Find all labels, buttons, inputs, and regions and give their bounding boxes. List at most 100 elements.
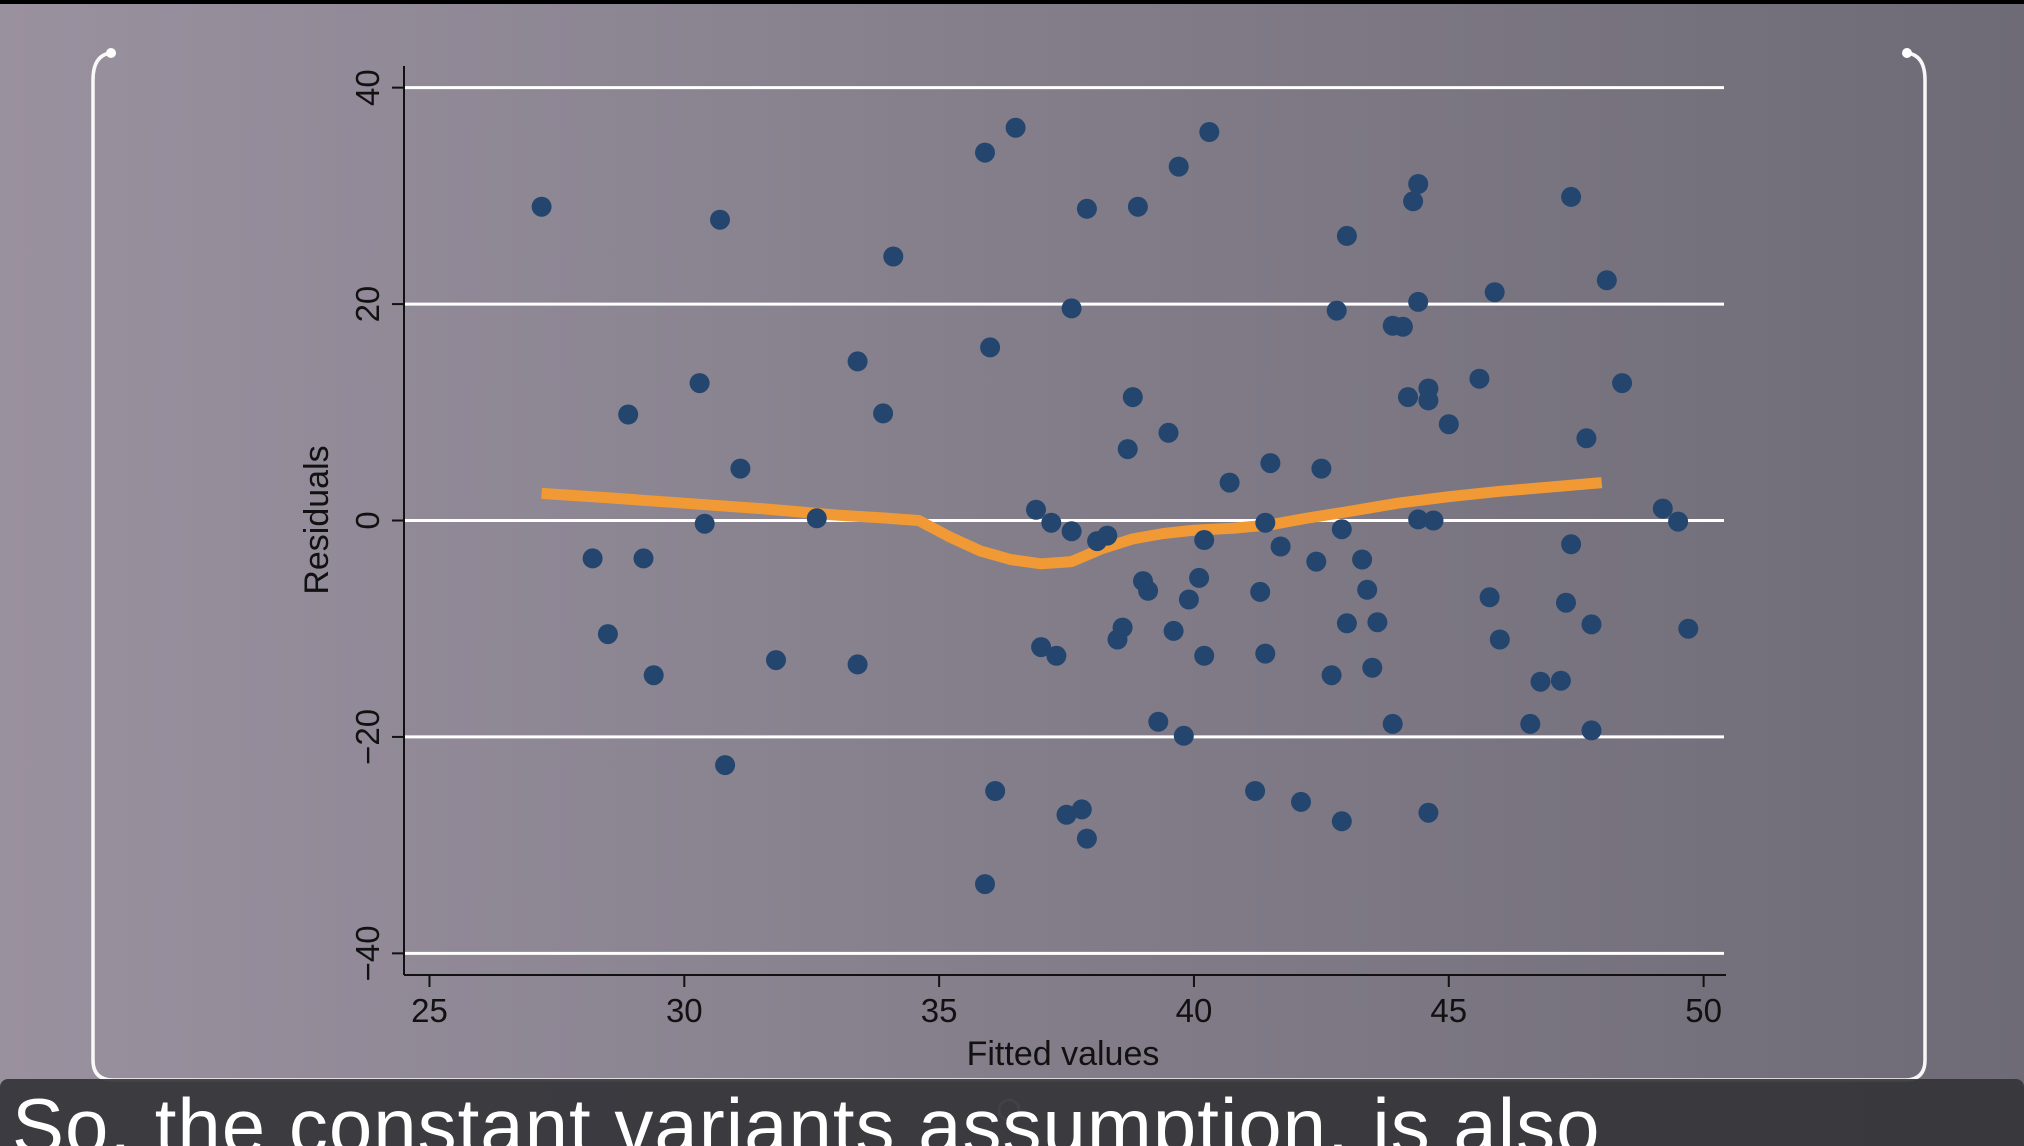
data-point (1076, 828, 1097, 849)
data-point (1031, 637, 1052, 658)
data-point (873, 403, 894, 424)
data-point (1367, 612, 1388, 633)
data-point (1311, 458, 1332, 479)
x-tick-label-0: 25 (411, 992, 448, 1029)
data-point (1479, 587, 1500, 608)
data-point (1250, 581, 1271, 602)
data-point (1194, 645, 1215, 666)
slide-background (0, 4, 2024, 1146)
y-axis-label: Residuals (298, 445, 336, 594)
data-point (1122, 387, 1143, 408)
data-point (1255, 643, 1276, 664)
data-point (1678, 618, 1699, 639)
data-point (1596, 270, 1617, 291)
data-point (1199, 122, 1220, 142)
data-point (1061, 521, 1082, 542)
data-point (1163, 620, 1184, 641)
grid-lines (405, 86, 1724, 955)
subtitle-text: So, the constant variants assumption, is… (12, 1082, 1601, 1146)
data-point (1408, 174, 1429, 194)
x-tick-label-2: 35 (921, 992, 958, 1029)
data-point (980, 337, 1001, 358)
data-point (1005, 117, 1026, 138)
data-point (1168, 156, 1189, 177)
data-point (1408, 291, 1429, 312)
data-point (1489, 629, 1510, 650)
data-point (1194, 530, 1215, 550)
data-point (1357, 579, 1378, 600)
data-point (1556, 592, 1576, 613)
data-point (1336, 613, 1357, 634)
subtitle-bar: So, the constant variants assumption, is… (0, 1079, 2024, 1146)
x-tick-label-1: 30 (666, 992, 703, 1029)
data-point (1581, 720, 1602, 741)
data-point (633, 548, 654, 569)
data-point (1321, 665, 1342, 686)
data-point (1178, 589, 1199, 610)
data-point (1245, 781, 1266, 801)
axes: −40 −20 0 20 40 25 30 35 40 45 50 (349, 66, 1726, 1029)
data-point (1026, 499, 1046, 520)
data-point (1138, 580, 1159, 601)
data-point (1668, 511, 1689, 532)
data-point (1418, 802, 1439, 823)
data-point (1061, 298, 1082, 319)
data-point (1255, 512, 1276, 533)
data-point (643, 665, 664, 686)
x-tick-label-5: 50 (1685, 992, 1722, 1029)
data-point (1550, 670, 1571, 691)
data-point (1520, 713, 1541, 734)
data-point (1260, 453, 1281, 474)
data-point (1326, 300, 1347, 321)
data-point (985, 781, 1006, 801)
data-point (1362, 657, 1383, 678)
data-point (1418, 390, 1439, 411)
frame-corner-right (1902, 48, 1912, 58)
frame-corner-left (106, 48, 116, 58)
top-black-strip (0, 0, 2024, 4)
data-point (1382, 713, 1403, 734)
data-point (1392, 316, 1413, 337)
data-point (1530, 671, 1551, 692)
data-point (1561, 534, 1582, 555)
data-point (1173, 725, 1194, 746)
data-point (694, 513, 715, 534)
data-point (806, 508, 827, 529)
data-point (1576, 428, 1597, 449)
data-point (1561, 186, 1582, 207)
data-point (1581, 614, 1602, 635)
data-point (1652, 498, 1673, 519)
data-point (1270, 536, 1291, 557)
data-point (1612, 373, 1633, 394)
data-point (531, 196, 552, 217)
data-point (1484, 282, 1505, 303)
data-point (1336, 225, 1357, 246)
y-tick-label-1: −20 (349, 709, 386, 765)
data-point (618, 404, 639, 425)
data-point (1352, 549, 1373, 570)
data-point (1046, 645, 1067, 666)
data-point (1097, 525, 1118, 546)
data-point (1408, 509, 1429, 530)
data-point (715, 755, 736, 776)
x-tick-label-4: 45 (1430, 992, 1467, 1029)
data-point (847, 351, 868, 372)
y-tick-label-3: 20 (349, 286, 386, 323)
y-tick-label-4: 40 (349, 69, 386, 106)
data-point (1117, 439, 1138, 460)
y-tick-label-2: 0 (349, 511, 386, 529)
data-point (1306, 551, 1327, 572)
data-point (1071, 799, 1092, 820)
data-point (1438, 414, 1459, 435)
data-point (883, 246, 904, 267)
data-point (1112, 617, 1133, 638)
data-point (1041, 512, 1062, 533)
data-point (1148, 711, 1169, 732)
data-point (710, 209, 730, 230)
data-point (1331, 519, 1352, 540)
x-axis-label: Fitted values (967, 1035, 1160, 1073)
data-point (689, 373, 710, 394)
data-point (730, 458, 751, 479)
